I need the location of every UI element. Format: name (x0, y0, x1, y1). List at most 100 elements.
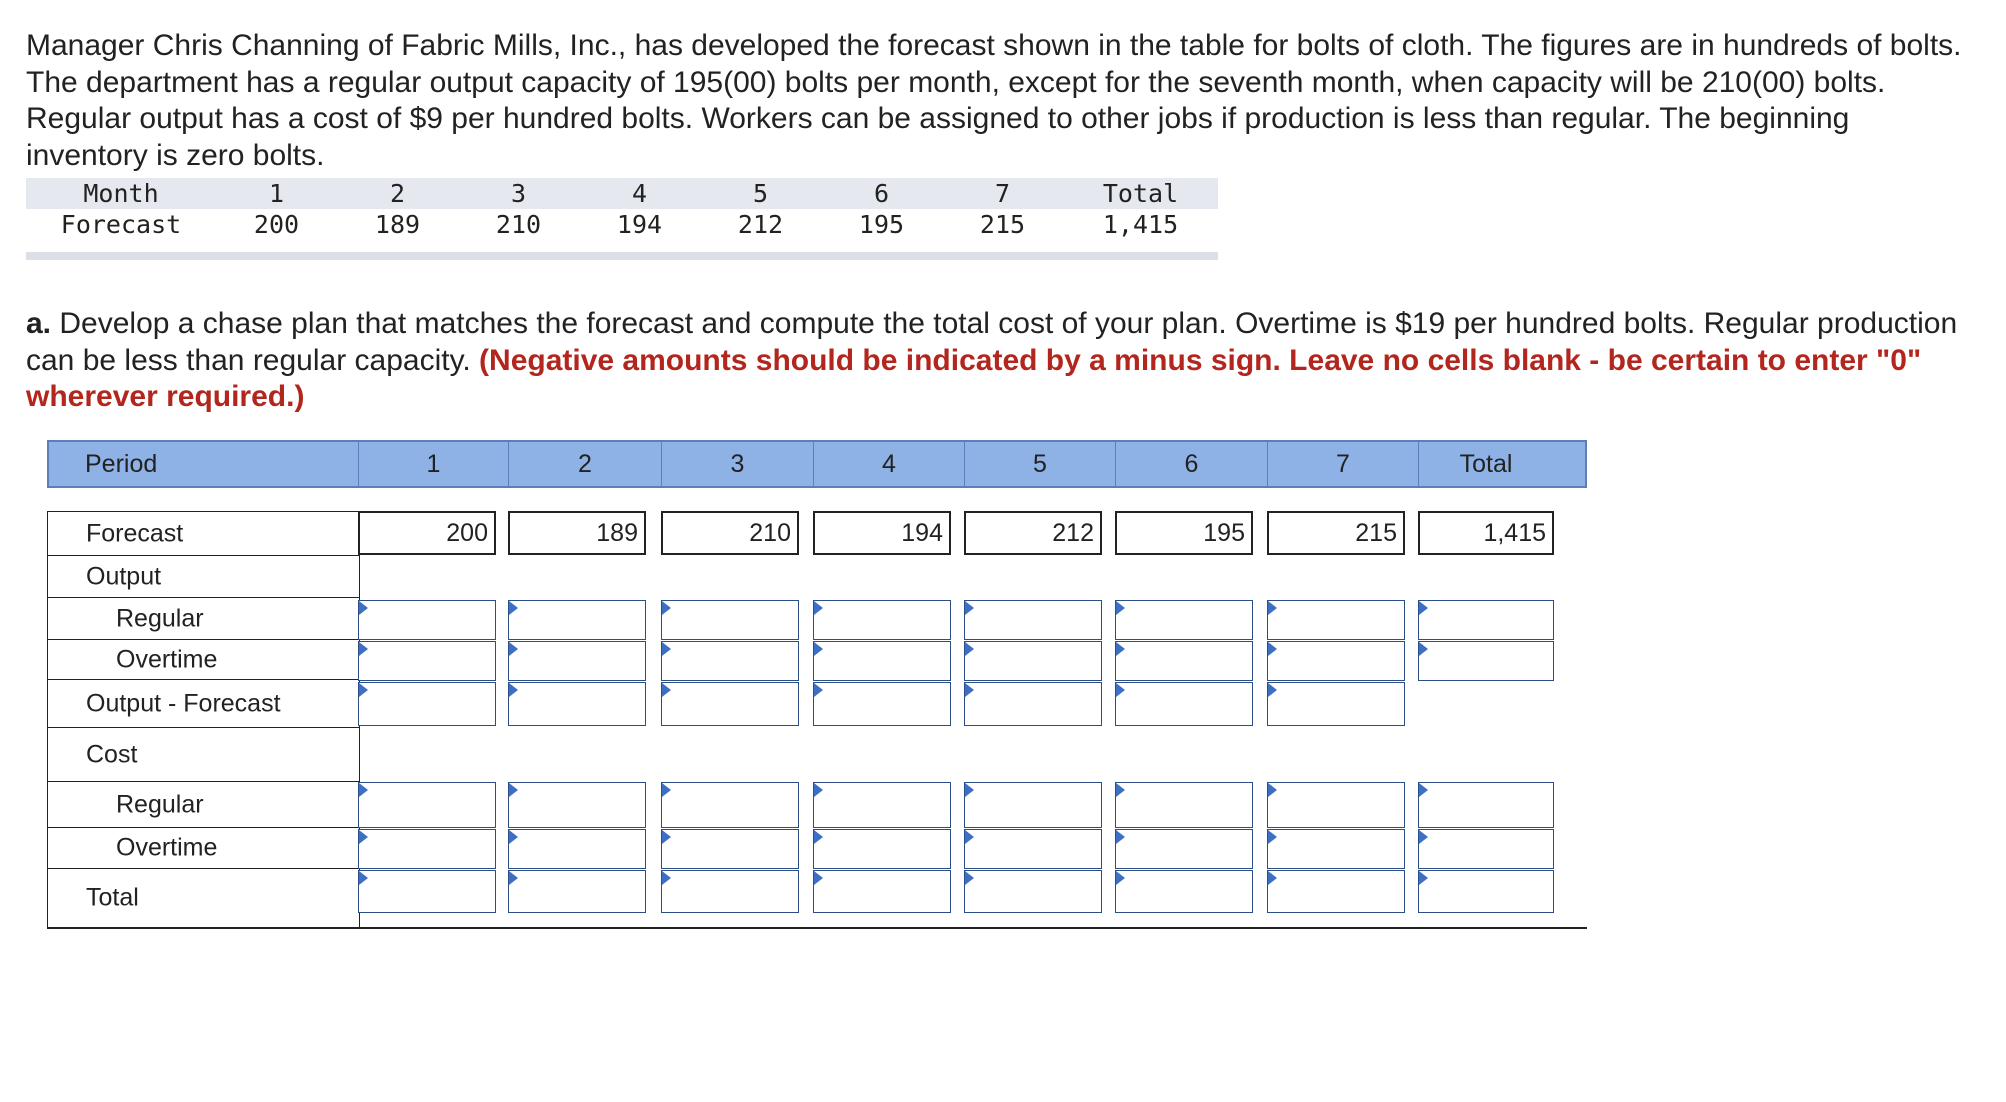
cost-overtime-field-2[interactable] (509, 830, 645, 868)
output-minus-forecast-input-6[interactable] (1115, 682, 1253, 726)
row-label-output-regular-text: Regular (116, 604, 204, 632)
cost-overtime-input-total[interactable] (1418, 829, 1554, 869)
cost-overtime-field-3[interactable] (662, 830, 798, 868)
output-regular-input-1[interactable] (358, 600, 496, 640)
output-regular-input-5[interactable] (964, 600, 1102, 640)
cost-overtime-field-7[interactable] (1268, 830, 1404, 868)
cost-regular-input-5[interactable] (964, 782, 1102, 828)
cost-total-input-total[interactable] (1418, 870, 1554, 913)
output-minus-forecast-input-5[interactable] (964, 682, 1102, 726)
header-period-1: 1 (358, 440, 508, 488)
cost-total-field-6[interactable] (1116, 871, 1252, 912)
cost-total-field-4[interactable] (814, 871, 950, 912)
output-overtime-input-6[interactable] (1115, 641, 1253, 681)
output-minus-forecast-field-5[interactable] (965, 683, 1101, 725)
cost-regular-field-2[interactable] (509, 783, 645, 827)
output-regular-field-3[interactable] (662, 601, 798, 639)
cost-total-field-7[interactable] (1268, 871, 1404, 912)
cost-total-field-3[interactable] (662, 871, 798, 912)
cost-overtime-field-1[interactable] (359, 830, 495, 868)
output-minus-forecast-input-7[interactable] (1267, 682, 1405, 726)
output-regular-input-7[interactable] (1267, 600, 1405, 640)
row-label-cost-text: Cost (86, 740, 138, 768)
cost-total-input-3[interactable] (661, 870, 799, 913)
output-overtime-field-2[interactable] (509, 642, 645, 680)
cost-regular-input-4[interactable] (813, 782, 951, 828)
cost-regular-input-1[interactable] (358, 782, 496, 828)
output-overtime-field-4[interactable] (814, 642, 950, 680)
output-minus-forecast-input-4[interactable] (813, 682, 951, 726)
cost-regular-input-2[interactable] (508, 782, 646, 828)
cost-regular-input-total[interactable] (1418, 782, 1554, 828)
output-minus-forecast-input-3[interactable] (661, 682, 799, 726)
cost-overtime-input-7[interactable] (1267, 829, 1405, 869)
cost-total-field-2[interactable] (509, 871, 645, 912)
output-overtime-field-5[interactable] (965, 642, 1101, 680)
cost-total-input-2[interactable] (508, 870, 646, 913)
cost-regular-field-6[interactable] (1116, 783, 1252, 827)
output-minus-forecast-field-3[interactable] (662, 683, 798, 725)
output-minus-forecast-input-2[interactable] (508, 682, 646, 726)
cost-total-input-7[interactable] (1267, 870, 1405, 913)
cost-overtime-input-3[interactable] (661, 829, 799, 869)
cost-total-field-1[interactable] (359, 871, 495, 912)
output-regular-field-2[interactable] (509, 601, 645, 639)
cost-regular-field-3[interactable] (662, 783, 798, 827)
cost-total-input-1[interactable] (358, 870, 496, 913)
output-overtime-field-3[interactable] (662, 642, 798, 680)
output-minus-forecast-field-1[interactable] (359, 683, 495, 725)
output-regular-input-total[interactable] (1418, 600, 1554, 640)
output-regular-field-5[interactable] (965, 601, 1101, 639)
cost-total-field-total[interactable] (1419, 871, 1553, 912)
output-overtime-input-total[interactable] (1418, 641, 1554, 681)
output-regular-input-4[interactable] (813, 600, 951, 640)
output-overtime-field-total[interactable] (1419, 642, 1553, 680)
cost-overtime-input-6[interactable] (1115, 829, 1253, 869)
output-minus-forecast-field-2[interactable] (509, 683, 645, 725)
cost-overtime-field-4[interactable] (814, 830, 950, 868)
row-label-output-minus-forecast-text: Output - Forecast (86, 689, 281, 717)
cost-regular-input-3[interactable] (661, 782, 799, 828)
output-regular-field-4[interactable] (814, 601, 950, 639)
cost-overtime-field-5[interactable] (965, 830, 1101, 868)
cost-total-field-5[interactable] (965, 871, 1101, 912)
cost-overtime-input-5[interactable] (964, 829, 1102, 869)
output-minus-forecast-input-1[interactable] (358, 682, 496, 726)
output-regular-field-1[interactable] (359, 601, 495, 639)
cost-regular-field-total[interactable] (1419, 783, 1553, 827)
cost-regular-input-7[interactable] (1267, 782, 1405, 828)
output-regular-field-7[interactable] (1268, 601, 1404, 639)
forecast-cell-7: 215 (1267, 511, 1405, 555)
cost-overtime-field-6[interactable] (1116, 830, 1252, 868)
output-regular-field-total[interactable] (1419, 601, 1553, 639)
cost-total-input-5[interactable] (964, 870, 1102, 913)
output-overtime-input-2[interactable] (508, 641, 646, 681)
cost-overtime-input-4[interactable] (813, 829, 951, 869)
output-overtime-input-4[interactable] (813, 641, 951, 681)
output-overtime-input-5[interactable] (964, 641, 1102, 681)
cost-overtime-input-2[interactable] (508, 829, 646, 869)
forecast-total-value: 1,415 (1102, 210, 1179, 239)
cost-total-input-4[interactable] (813, 870, 951, 913)
output-minus-forecast-field-6[interactable] (1116, 683, 1252, 725)
output-overtime-input-7[interactable] (1267, 641, 1405, 681)
output-overtime-input-1[interactable] (358, 641, 496, 681)
cost-regular-input-6[interactable] (1115, 782, 1253, 828)
output-regular-field-6[interactable] (1116, 601, 1252, 639)
output-overtime-field-7[interactable] (1268, 642, 1404, 680)
output-minus-forecast-field-7[interactable] (1268, 683, 1404, 725)
output-minus-forecast-field-4[interactable] (814, 683, 950, 725)
cost-regular-field-7[interactable] (1268, 783, 1404, 827)
output-regular-input-2[interactable] (508, 600, 646, 640)
cost-overtime-field-total[interactable] (1419, 830, 1553, 868)
output-regular-input-6[interactable] (1115, 600, 1253, 640)
output-regular-input-3[interactable] (661, 600, 799, 640)
cost-regular-field-4[interactable] (814, 783, 950, 827)
cost-overtime-input-1[interactable] (358, 829, 496, 869)
cost-total-input-6[interactable] (1115, 870, 1253, 913)
output-overtime-field-6[interactable] (1116, 642, 1252, 680)
output-overtime-input-3[interactable] (661, 641, 799, 681)
cost-regular-field-5[interactable] (965, 783, 1101, 827)
output-overtime-field-1[interactable] (359, 642, 495, 680)
cost-regular-field-1[interactable] (359, 783, 495, 827)
